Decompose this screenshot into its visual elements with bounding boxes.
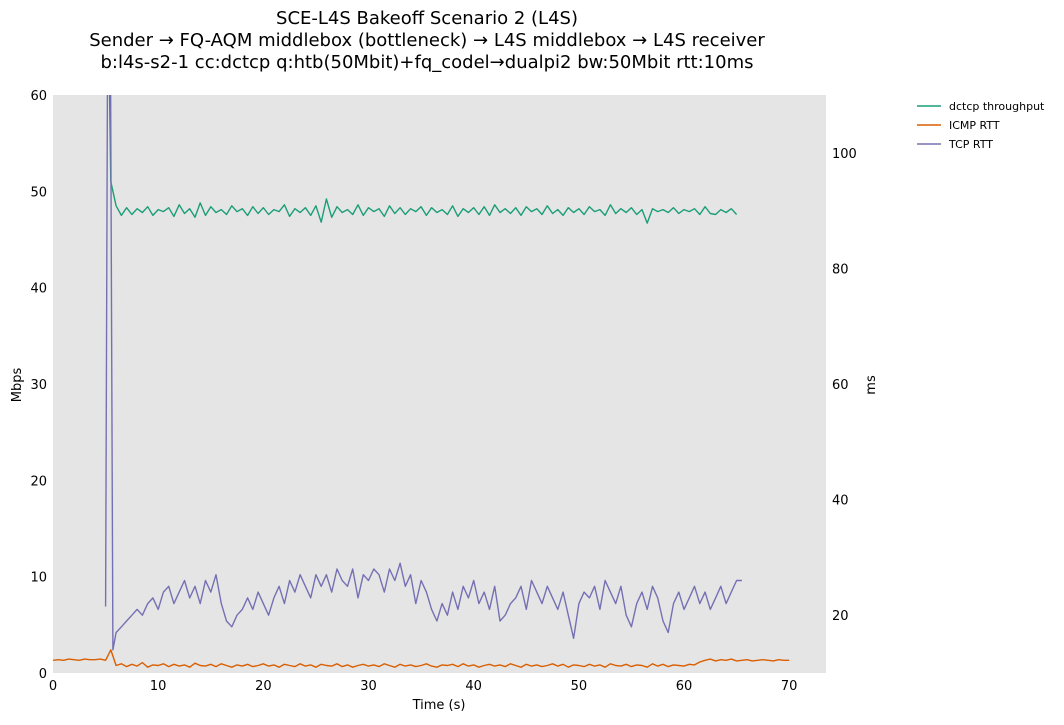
legend-label: TCP RTT: [948, 138, 993, 151]
legend: dctcp throughput ICMP RTT TCP RTT: [917, 100, 1045, 151]
x-tick-label: 0: [49, 679, 57, 694]
series-line-icmp-rtt: [53, 649, 790, 668]
y2-tick-label: 20: [832, 609, 849, 624]
chart-title-line-3: b:l4s-s2-1 cc:dctcp q:htb(50Mbit)+fq_cod…: [100, 52, 753, 73]
x-tick-label: 60: [676, 679, 693, 694]
y-tick-label: 10: [30, 571, 47, 586]
y2-tick-label: 40: [832, 494, 849, 509]
series-line-dctcp-throughput: [108, 95, 738, 224]
y-tick-label: 60: [30, 89, 47, 104]
x-tick-label: 70: [781, 679, 798, 694]
plot-area: [53, 95, 826, 673]
y2-tick-label: 60: [832, 378, 849, 393]
y-tick-label: 20: [30, 474, 47, 489]
y-tick-label: 0: [39, 667, 47, 682]
series-line-tcp-rtt: [104, 95, 742, 651]
y2-axis-label: ms: [864, 375, 879, 395]
y-tick-label: 50: [30, 185, 47, 200]
y-tick-label: 30: [30, 378, 47, 393]
x-axis-label: Time (s): [412, 698, 466, 713]
y2-tick-label: 100: [832, 147, 857, 162]
legend-label: ICMP RTT: [949, 119, 1000, 132]
chart-title-line-2: Sender → FQ-AQM middlebox (bottleneck) →…: [89, 30, 765, 51]
x-tick-label: 30: [360, 679, 377, 694]
y2-tick-label: 80: [832, 262, 849, 277]
legend-label: dctcp throughput: [949, 100, 1045, 113]
y-tick-label: 40: [30, 282, 47, 297]
x-tick-label: 20: [255, 679, 272, 694]
x-tick-label: 40: [465, 679, 482, 694]
x-tick-label: 50: [571, 679, 588, 694]
y-axis-label: Mbps: [10, 368, 25, 403]
x-tick-label: 10: [150, 679, 167, 694]
chart-title-line-1: SCE-L4S Bakeoff Scenario 2 (L4S): [276, 8, 578, 29]
